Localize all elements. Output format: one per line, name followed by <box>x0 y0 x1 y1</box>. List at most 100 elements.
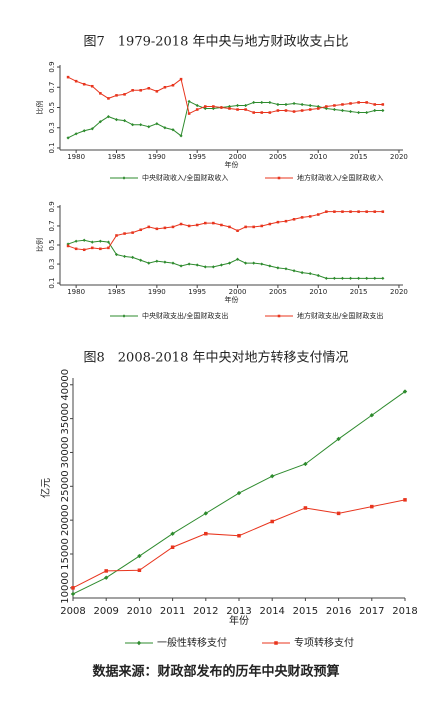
x-tick-label: 2013 <box>226 606 251 617</box>
point <box>252 111 255 114</box>
point <box>179 222 183 226</box>
point <box>236 108 239 111</box>
point <box>163 226 167 230</box>
x-tick-label: 1980 <box>67 153 85 161</box>
point <box>98 120 102 124</box>
point <box>373 108 377 113</box>
point <box>403 498 407 502</box>
point <box>106 240 111 244</box>
y-tick-label: 0.9 <box>48 201 56 212</box>
point <box>122 254 127 259</box>
point <box>308 215 312 218</box>
point <box>268 111 272 114</box>
point <box>220 223 223 227</box>
point <box>170 545 175 549</box>
point <box>381 276 385 280</box>
point <box>325 105 328 108</box>
legend-marker <box>122 314 126 318</box>
x-tick-label: 2010 <box>127 606 152 617</box>
series-line <box>67 76 383 115</box>
point <box>163 126 167 130</box>
point <box>107 97 110 100</box>
point <box>212 105 215 108</box>
y-axis-label: 亿元 <box>39 478 52 498</box>
point <box>171 225 175 229</box>
point <box>74 247 78 251</box>
point <box>139 123 143 127</box>
point <box>357 110 361 115</box>
x-tick-label: 2008 <box>60 606 85 617</box>
point <box>155 259 159 263</box>
point <box>333 210 336 213</box>
point <box>252 261 256 265</box>
point <box>195 223 199 227</box>
point <box>370 504 374 509</box>
y-axis-label: 比例 <box>35 238 44 252</box>
point <box>131 89 134 92</box>
legend-label: 地方财政支出/全国财政支出 <box>297 311 383 320</box>
point <box>341 103 344 106</box>
point <box>236 490 242 496</box>
point <box>244 261 248 265</box>
point <box>98 239 102 243</box>
point <box>308 103 312 108</box>
legend-label: 一般性转移支付 <box>157 636 227 649</box>
point <box>300 216 304 219</box>
y-tick-label: 0.3 <box>48 122 56 133</box>
point <box>348 109 353 114</box>
y-tick-label: 0.9 <box>48 61 56 72</box>
point <box>91 246 94 250</box>
x-tick-label: 2015 <box>350 288 368 296</box>
series-line <box>67 211 383 251</box>
point <box>316 213 320 216</box>
point <box>115 234 118 237</box>
point <box>235 257 240 261</box>
x-tick-label: 2020 <box>390 288 408 296</box>
point <box>204 531 208 536</box>
point <box>333 104 336 107</box>
source-note: 数据来源：财政部发布的历年中央财政预算 <box>92 664 339 680</box>
point <box>122 119 127 123</box>
x-tick-label: 1985 <box>108 153 126 161</box>
x-tick-label: 2005 <box>269 153 287 161</box>
x-tick-label: 2016 <box>326 606 351 617</box>
x-tick-label: 1995 <box>188 288 206 296</box>
x-tick-label: 2012 <box>193 606 218 617</box>
point <box>325 210 328 213</box>
point <box>228 107 231 110</box>
point <box>155 227 159 231</box>
point <box>276 220 280 224</box>
point <box>357 210 360 213</box>
point <box>292 218 296 221</box>
y-tick-label: 0.5 <box>48 102 56 113</box>
point <box>107 246 110 250</box>
point <box>203 511 208 516</box>
point <box>195 103 199 108</box>
y-tick-label: 25000 <box>60 470 71 502</box>
point <box>244 108 247 111</box>
point <box>170 531 175 536</box>
y-tick-label: 15000 <box>60 538 71 570</box>
legend-label: 中央财政收入/全国财政收入 <box>142 173 228 182</box>
point <box>66 136 70 140</box>
point <box>106 115 111 119</box>
point <box>131 123 135 127</box>
point <box>211 265 215 269</box>
figure-title: 图8 2008-2018 年中央对地方转移支付情况 <box>84 350 349 366</box>
x-tick-label: 2009 <box>93 606 118 617</box>
point <box>71 586 75 590</box>
point <box>115 94 118 97</box>
point <box>308 271 312 276</box>
point <box>82 129 86 133</box>
point <box>365 110 369 115</box>
point <box>373 103 377 106</box>
point <box>365 210 368 213</box>
point <box>74 239 78 243</box>
point <box>332 276 336 280</box>
point <box>252 100 256 105</box>
series-line <box>72 499 406 589</box>
y-tick-label: 0.1 <box>48 278 56 289</box>
legend-marker <box>274 641 278 645</box>
point <box>268 222 272 226</box>
point <box>179 77 183 81</box>
